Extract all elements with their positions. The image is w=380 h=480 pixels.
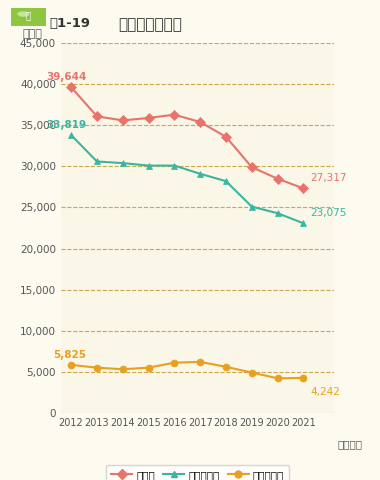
Text: 図: 図 (26, 12, 31, 21)
Text: （人）: （人） (22, 29, 43, 39)
Ellipse shape (17, 12, 29, 17)
Text: 図1-19: 図1-19 (49, 17, 90, 30)
Text: （年度）: （年度） (337, 439, 362, 449)
Text: 4,242: 4,242 (310, 386, 340, 396)
Text: 23,075: 23,075 (310, 208, 347, 218)
Text: 39,644: 39,644 (46, 72, 87, 82)
FancyBboxPatch shape (8, 7, 49, 27)
Text: 33,819: 33,819 (46, 120, 86, 130)
Text: 27,317: 27,317 (310, 173, 347, 183)
Legend: 全区分, 事務系区分, 技術系区分: 全区分, 事務系区分, 技術系区分 (106, 465, 289, 480)
Text: 5,825: 5,825 (53, 350, 86, 360)
Text: 事務系・技術系: 事務系・技術系 (118, 17, 182, 32)
